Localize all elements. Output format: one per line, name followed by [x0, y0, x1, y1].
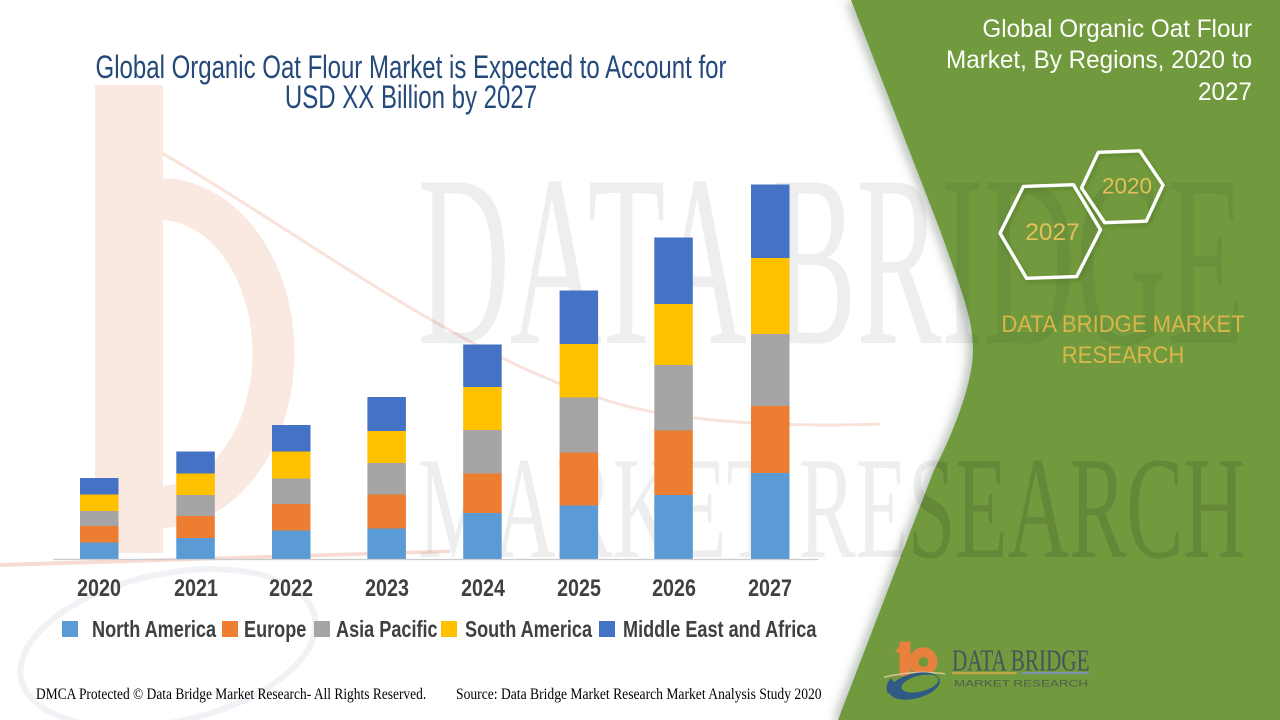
svg-text:2020: 2020: [1102, 174, 1152, 199]
svg-text:DATA BRIDGE: DATA BRIDGE: [952, 644, 1090, 678]
svg-text:DATA BRIDGE: DATA BRIDGE: [418, 125, 1245, 396]
svg-text:MARKET RESEARCH: MARKET RESEARCH: [954, 679, 1088, 689]
svg-text:MARKET RESEARCH: MARKET RESEARCH: [418, 427, 1245, 589]
svg-text:2027: 2027: [1025, 219, 1080, 246]
